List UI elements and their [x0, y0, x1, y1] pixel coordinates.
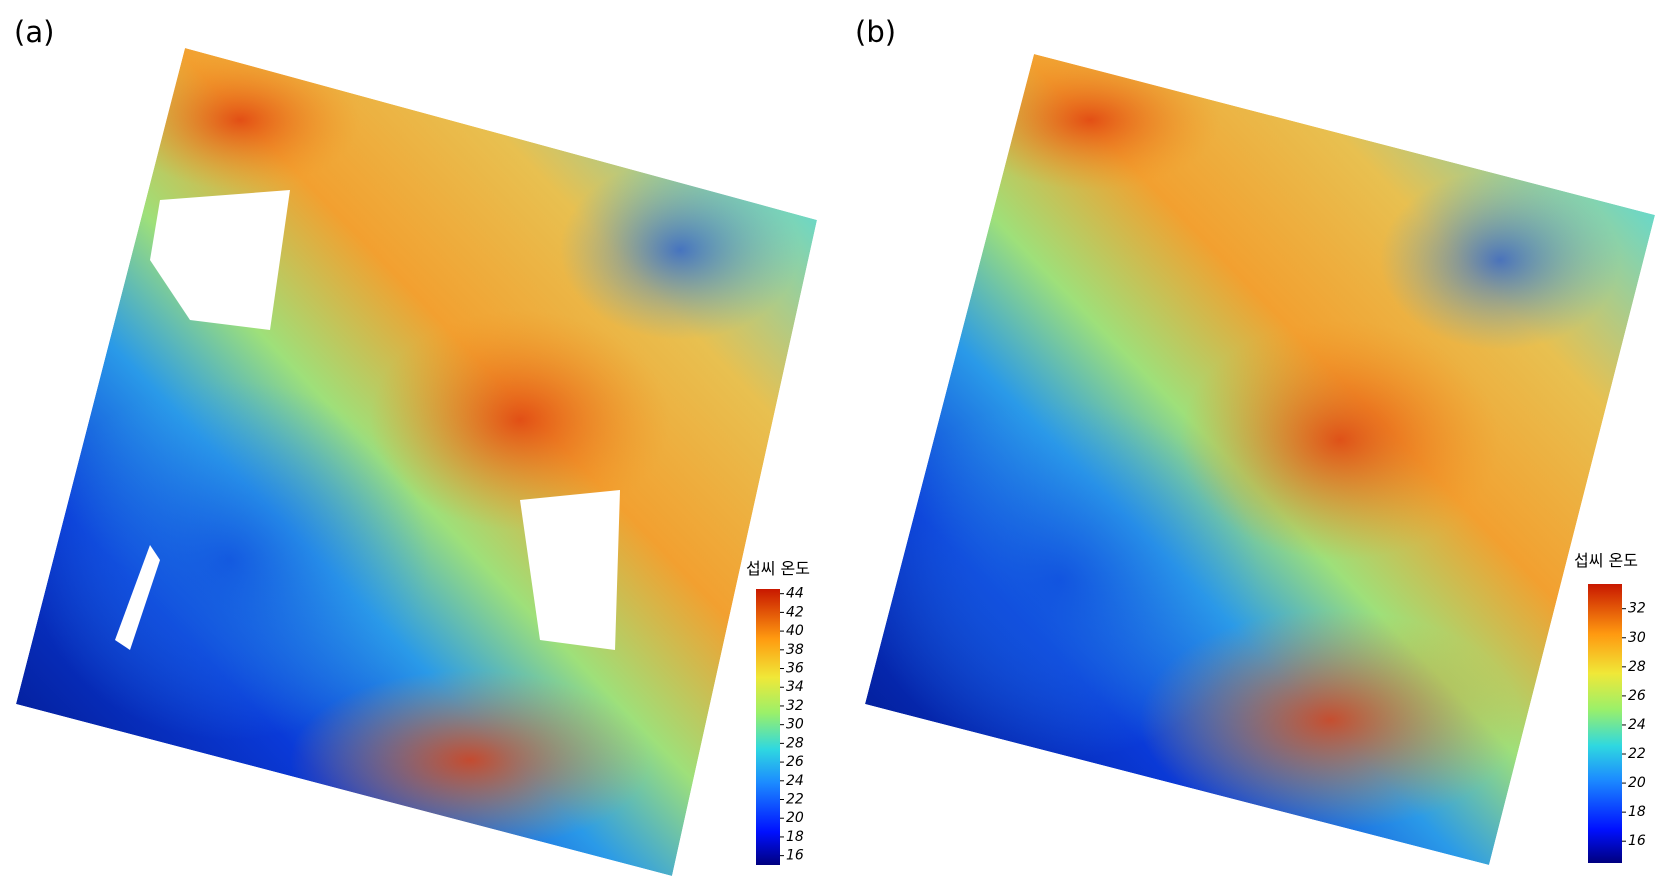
colorbar-tick-label: 24 [786, 773, 804, 789]
colorbar-tick-label: 40 [786, 623, 804, 639]
colorbar-tick-label: 22 [1628, 746, 1646, 762]
colorbar-tick-label: 30 [786, 717, 804, 733]
panel-label: (a) [14, 15, 54, 49]
colorbar-tick-label: 38 [786, 642, 804, 658]
colorbar-tick-label: 16 [1628, 833, 1646, 849]
colorbar-tick-label: 18 [1628, 804, 1646, 820]
colorbar-tick-label: 16 [786, 848, 804, 864]
temperature-map-b [865, 54, 1655, 865]
colorbar-tick-label: 26 [1628, 688, 1646, 704]
colorbar-tick-label: 30 [1628, 630, 1646, 646]
colorbar-tick-label: 44 [786, 586, 804, 602]
colorbar-tick-label: 20 [1628, 775, 1646, 791]
colorbar-title: 섭씨 온도 [746, 559, 810, 578]
colorbar-title: 섭씨 온도 [1574, 551, 1638, 570]
colorbar [756, 589, 780, 865]
colorbar-tick-label: 26 [786, 754, 804, 770]
colorbar-tick-label: 24 [1628, 717, 1646, 733]
colorbar-tick-label: 28 [786, 735, 804, 751]
colorbar-tick-label: 42 [786, 604, 804, 620]
colorbar-tick-label: 32 [1628, 601, 1646, 617]
panel-label: (b) [855, 15, 896, 49]
colorbar-tick-label: 34 [786, 679, 804, 695]
colorbar-tick-label: 36 [786, 661, 804, 677]
colorbar-tick-label: 18 [786, 829, 804, 845]
colorbar-tick-label: 32 [786, 698, 804, 714]
colorbar-tick-label: 20 [786, 810, 804, 826]
colorbar [1588, 584, 1622, 863]
colorbar-tick-label: 22 [786, 792, 804, 808]
colorbar-tick-label: 28 [1628, 659, 1646, 675]
temperature-map-a [16, 48, 817, 876]
